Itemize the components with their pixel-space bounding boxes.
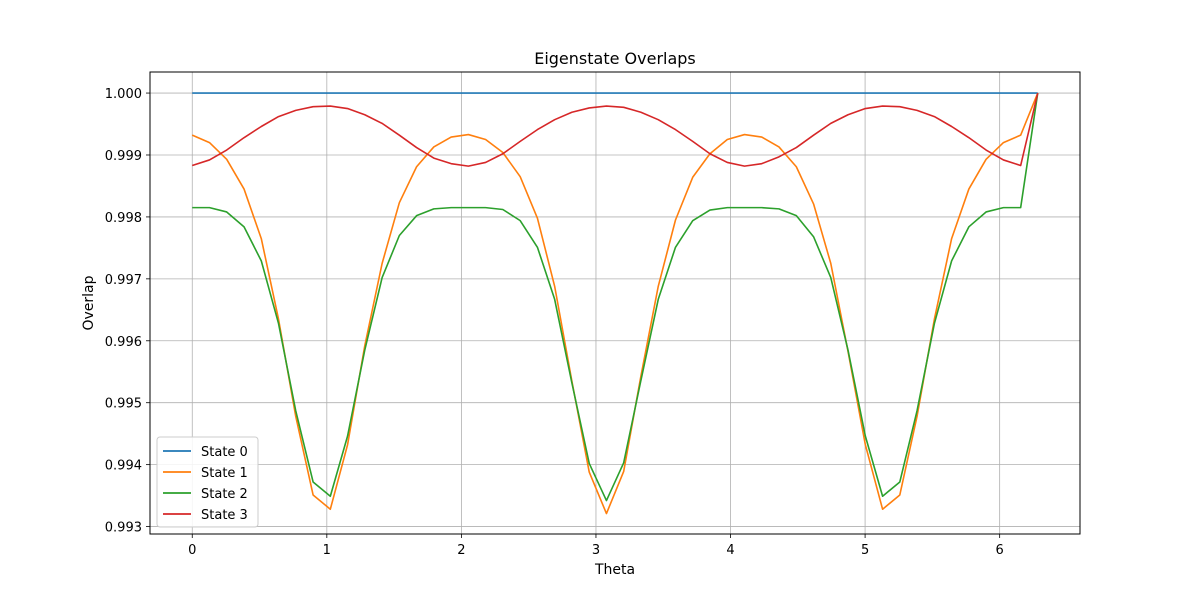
x-tick-label: 6 <box>996 543 1004 558</box>
x-axis-label: Theta <box>594 562 635 578</box>
x-tick-label: 0 <box>188 543 196 558</box>
legend-label: State 3 <box>201 508 248 523</box>
y-axis-label: Overlap <box>81 275 97 330</box>
x-tick-label: 5 <box>861 543 869 558</box>
series-line-state-3 <box>192 92 1039 167</box>
plot-frame <box>149 71 1081 535</box>
series-line-state-2 <box>192 92 1039 502</box>
y-tick-label: 0.995 <box>105 397 142 412</box>
y-tick-label: 0.998 <box>105 211 142 226</box>
y-tick-label: 0.999 <box>105 149 142 164</box>
series-line-state-1 <box>191 92 1039 515</box>
x-tick-label: 4 <box>726 543 734 558</box>
legend-label: State 0 <box>201 445 248 460</box>
legend-label: State 1 <box>201 466 248 481</box>
legend-box <box>156 436 259 528</box>
y-tick-label: 0.996 <box>105 335 142 350</box>
x-tick-label: 2 <box>457 543 465 558</box>
series-lines <box>191 92 1039 515</box>
legend: State 0 State 1 State 2 State 3 <box>156 436 259 528</box>
y-tick-label: 0.997 <box>105 273 142 288</box>
y-tick-label: 0.993 <box>105 521 142 536</box>
x-tick-label: 3 <box>592 543 600 558</box>
legend-label: State 2 <box>201 487 248 502</box>
x-tick-label: 1 <box>323 543 331 558</box>
x-axis-ticks: 0 1 2 3 4 5 6 <box>188 534 1004 558</box>
y-tick-label: 1.000 <box>105 87 142 102</box>
y-axis-ticks: 0.993 0.994 0.995 0.996 0.997 0.998 0.999 1.000 <box>105 87 150 536</box>
chart-title: Eigenstate Overlaps <box>534 49 696 68</box>
y-tick-label: 0.994 <box>105 459 142 474</box>
